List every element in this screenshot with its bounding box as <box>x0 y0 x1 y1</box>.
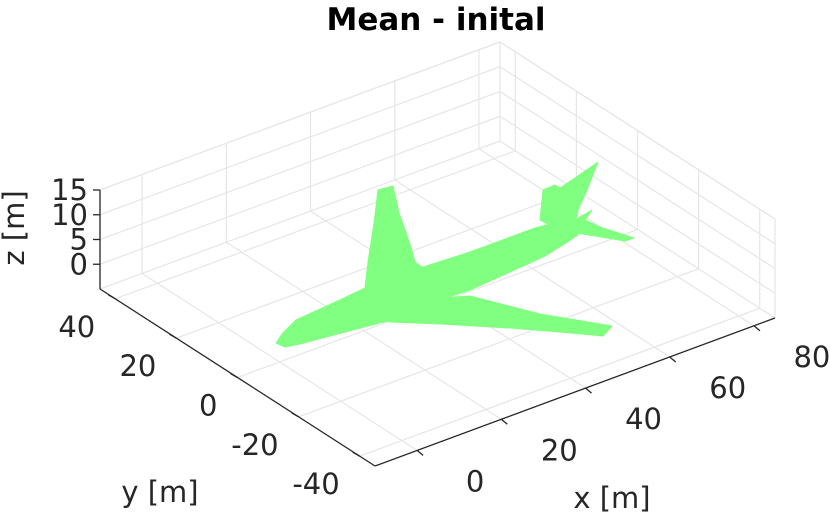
aircraft-wing-lower <box>371 295 613 337</box>
z-tick-label: 0 <box>70 247 88 281</box>
grid-line <box>499 115 776 294</box>
z-tick-label: 15 <box>51 173 88 207</box>
grid-line <box>298 268 699 418</box>
x-tick-label: 60 <box>709 371 746 405</box>
grid-line <box>99 66 501 216</box>
y-tick-label: -40 <box>292 467 339 501</box>
y-tick-mark <box>230 372 238 379</box>
aircraft-tail-fin <box>539 161 599 228</box>
grid-line <box>99 140 501 290</box>
grid-line <box>499 90 776 270</box>
y-tick-mark <box>107 294 116 300</box>
y-tick-label: 20 <box>119 349 156 383</box>
grid-lines <box>99 41 776 457</box>
grid-line <box>359 307 760 457</box>
x-tick-mark <box>500 418 508 425</box>
y-tick-label: 40 <box>58 310 95 344</box>
grid-line <box>499 66 776 245</box>
x-axis-line <box>374 317 776 467</box>
y-tick-label: 0 <box>199 389 217 423</box>
x-axis-label: x [m] <box>573 481 650 515</box>
x-tick-mark <box>416 449 424 456</box>
grid-line <box>499 140 776 319</box>
y-tick-mark <box>352 451 361 457</box>
aircraft-surface <box>275 161 635 348</box>
y-tick-label: -20 <box>231 428 278 462</box>
aircraft-stabilizer <box>569 209 635 242</box>
grid-line <box>499 41 776 220</box>
grid-line <box>115 150 516 300</box>
y-tick-mark <box>169 333 177 339</box>
x-tick-mark <box>753 325 761 332</box>
x-tick-label: 20 <box>541 433 578 467</box>
y-axis-label: y [m] <box>121 475 198 509</box>
x-tick-mark <box>669 356 677 363</box>
x-tick-label: 40 <box>625 402 662 436</box>
x-tick-label: 0 <box>466 464 484 498</box>
chart-title: Mean - inital <box>327 2 546 38</box>
y-tick-mark <box>291 412 299 418</box>
x-tick-mark <box>585 387 592 394</box>
aircraft-wing-upper <box>364 185 423 290</box>
grid-line <box>99 115 501 265</box>
axis-lines <box>93 189 776 467</box>
z-axis-label: z [m] <box>0 190 31 265</box>
grid-line <box>99 41 501 191</box>
z-tick-label: 5 <box>70 223 88 257</box>
x-tick-label: 80 <box>793 340 830 374</box>
grid-line <box>99 90 501 241</box>
aircraft-fuselage <box>275 221 579 348</box>
z-tick-label: 10 <box>51 198 88 232</box>
